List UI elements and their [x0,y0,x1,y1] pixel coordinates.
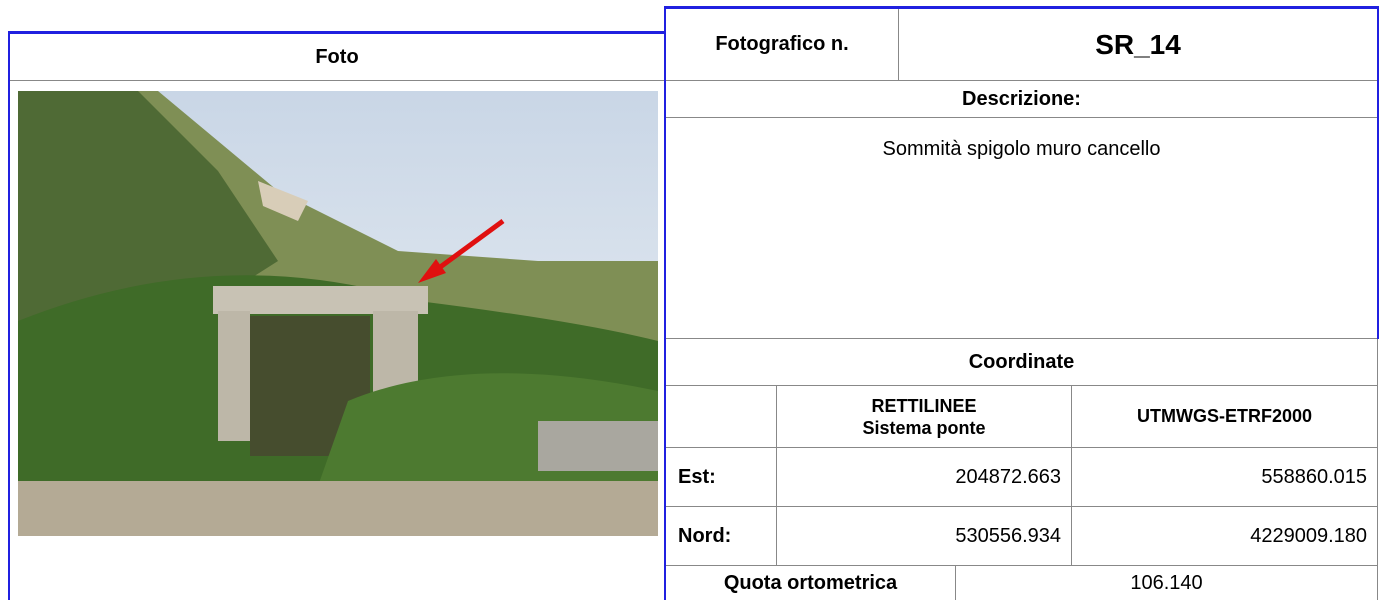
column-header: UTMWGS-ETRF2000 [1071,385,1378,448]
description-label: Descrizione: [665,80,1378,118]
quota: 106.140 [955,565,1378,600]
value: 558860.015 [1071,447,1378,507]
row-label: Est: [665,447,777,507]
value: 530556.934 [776,506,1072,566]
column-subtitle: Sistema ponte [862,417,986,438]
quota-label: Quota ortometrica [665,565,956,600]
column-title: RETTILINEE [871,395,977,416]
coordinates-label: Coordinate [665,338,1378,386]
description: Sommità spigolo muro cancello [665,117,1378,339]
border [664,6,666,600]
border [8,31,666,34]
value: 204872.663 [776,447,1072,507]
border [1377,6,1379,339]
value: 4229009.180 [1071,506,1378,566]
photo [18,91,658,536]
label: Fotografico n. [665,8,899,81]
row-label: Nord: [665,506,777,566]
empty-cell [665,385,777,448]
photo-header: Foto [8,33,666,81]
border [665,6,1379,9]
column-header: RETTILINEE Sistema ponte [776,385,1072,448]
record-id: SR_14 [898,8,1378,81]
border [8,31,10,600]
